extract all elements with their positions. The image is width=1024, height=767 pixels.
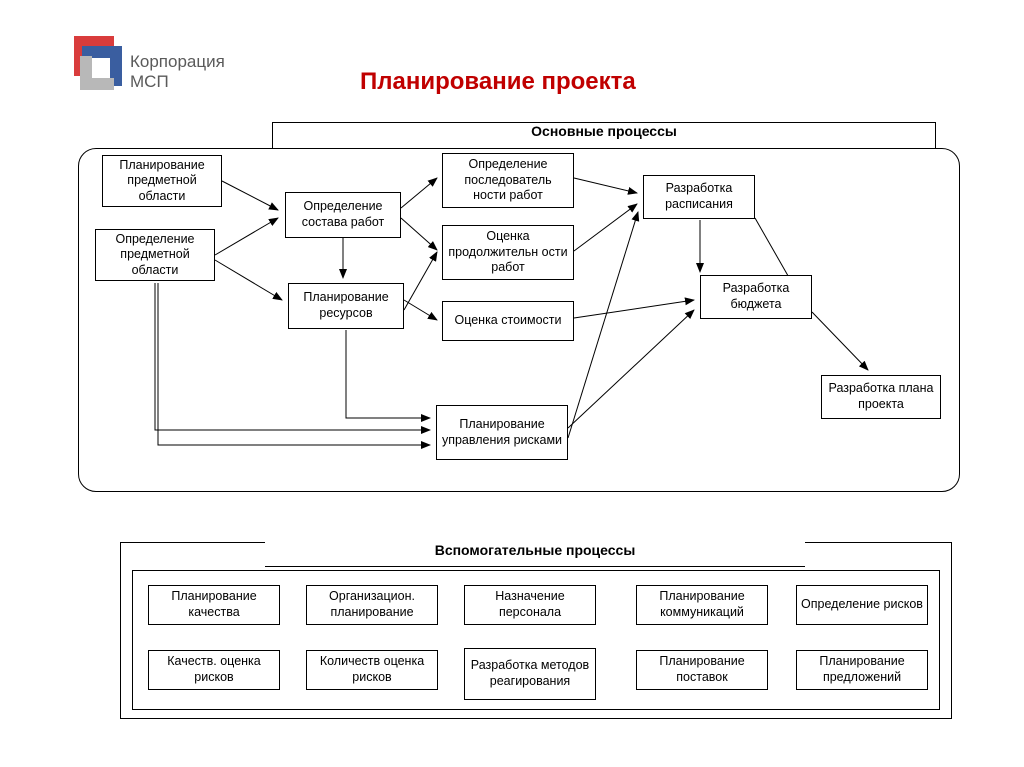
node-n8: Разработка расписания [643,175,755,219]
node-n6: Оценка продолжительн ости работ [442,225,574,280]
aux-node-a6: Качеств. оценка рисков [148,650,280,690]
aux-node-a8: Разработка методов реагирования [464,648,596,700]
aux-node-a5: Определение рисков [796,585,928,625]
node-n2: Определение предметной области [95,229,215,281]
aux-node-a9: Планирование поставок [636,650,768,690]
node-n5: Определение последователь ности работ [442,153,574,208]
aux-node-a7: Количеств оценка рисков [306,650,438,690]
logo-text: Корпорация МСП [130,52,225,93]
logo-icon [62,28,132,98]
node-n11: Планирование управления рисками [436,405,568,460]
node-n1: Планирование предметной области [102,155,222,207]
page-title: Планирование проекта [360,68,636,96]
node-n7: Оценка стоимости [442,301,574,341]
aux-node-a10: Планирование предложений [796,650,928,690]
logo-text-line2: МСП [130,72,225,92]
node-n10: Разработка плана проекта [821,375,941,419]
logo-text-line1: Корпорация [130,52,225,72]
node-n3: Определение состава работ [285,192,401,238]
aux-node-a2: Организацион. планирование [306,585,438,625]
aux-node-a1: Планирование качества [148,585,280,625]
aux-node-a4: Планирование коммуникаций [636,585,768,625]
main-section-header: Основные процессы [531,120,677,142]
aux-section-header: Вспомогательные процессы [435,539,636,561]
node-n4: Планирование ресурсов [288,283,404,329]
main-section-header-box: Основные процессы [272,122,936,150]
aux-node-a3: Назначение персонала [464,585,596,625]
node-n9: Разработка бюджета [700,275,812,319]
